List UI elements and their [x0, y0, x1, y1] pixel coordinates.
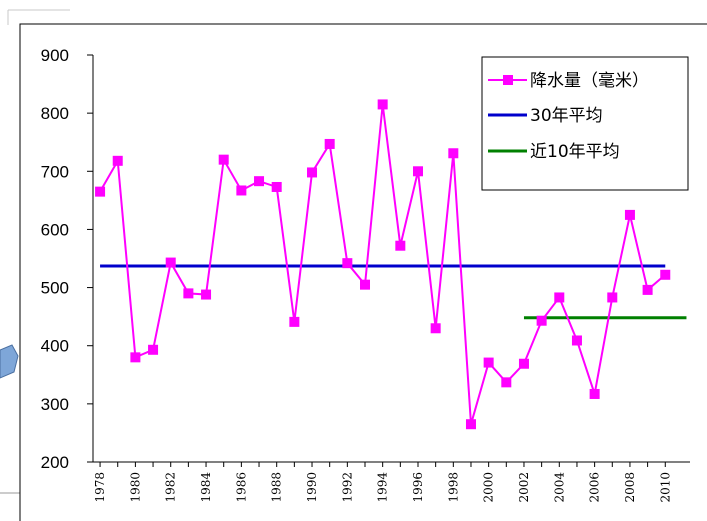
precipitation-point: [360, 279, 371, 290]
x-tick-label: 2004: [552, 472, 566, 503]
y-tick-label: 500: [41, 279, 69, 298]
precipitation-point: [165, 257, 176, 268]
legend: 降水量（毫米） 30年平均 近10年平均: [481, 56, 689, 191]
x-tick-label: 1984: [199, 472, 213, 503]
precipitation-point: [554, 292, 565, 303]
precipitation-point: [642, 284, 653, 295]
background-map-fragment: [0, 344, 19, 379]
precipitation-point: [483, 357, 494, 368]
x-tick-label: 2002: [517, 472, 531, 503]
x-tick-label: 1990: [305, 472, 319, 503]
x-tick-label: 1992: [340, 472, 354, 503]
x-tick-label: 1980: [128, 472, 142, 503]
legend-marker-precipitation: [503, 75, 513, 85]
precipitation-point: [395, 240, 406, 251]
precipitation-point: [571, 335, 582, 346]
x-tick-label: 1998: [446, 472, 460, 503]
precipitation-point: [289, 316, 300, 327]
x-tick-label: 1994: [376, 472, 390, 503]
precipitation-point: [271, 181, 282, 192]
x-tick-label: 1996: [411, 472, 425, 503]
y-tick-label: 900: [41, 46, 69, 65]
x-tick-label: 2006: [588, 472, 602, 503]
precipitation-point: [430, 323, 441, 334]
series-layer: [95, 99, 687, 430]
precipitation-point: [377, 99, 388, 110]
precipitation-point: [112, 155, 123, 166]
precipitation-point: [236, 185, 247, 196]
y-tick-label: 200: [41, 453, 69, 472]
x-tick-label: 2000: [482, 472, 496, 503]
y-tick-label: 600: [41, 220, 69, 239]
x-tick-label: 2008: [623, 472, 637, 503]
precipitation-point: [183, 288, 194, 299]
y-tick-label: 800: [41, 104, 69, 123]
precipitation-point: [607, 292, 618, 303]
precipitation-point: [95, 186, 106, 197]
precipitation-point: [589, 388, 600, 399]
precipitation-point: [465, 419, 476, 430]
x-tick-label: 1982: [164, 472, 178, 503]
precipitation-point: [448, 148, 459, 159]
precipitation-point: [324, 138, 335, 149]
y-ticks: 900 800 700 600 500 400 300 200: [41, 46, 93, 472]
precipitation-point: [501, 377, 512, 388]
y-tick-label: 400: [41, 337, 69, 356]
y-tick-label: 300: [41, 395, 69, 414]
x-ticks: 1978 1980 1982 1984 1986 1988 1990 1992 1994 1996…: [93, 462, 672, 503]
precipitation-point: [254, 176, 265, 187]
precipitation-point: [130, 352, 141, 363]
x-tick-label: 1988: [270, 472, 284, 503]
y-tick-label: 700: [41, 162, 69, 181]
x-tick-label: 2010: [658, 472, 672, 503]
precipitation-point: [536, 315, 547, 326]
precipitation-point: [218, 154, 229, 165]
legend-label-10yr-average: 近10年平均: [530, 142, 620, 162]
precipitation-point: [660, 269, 671, 280]
legend-label-precipitation: 降水量（毫米）: [530, 71, 649, 91]
precipitation-point: [412, 166, 423, 177]
precipitation-point: [518, 358, 529, 369]
precipitation-point: [342, 258, 353, 269]
precipitation-point: [307, 167, 318, 178]
precipitation-point: [148, 344, 159, 355]
precipitation-point: [201, 289, 212, 300]
x-tick-label: 1986: [234, 472, 248, 503]
precipitation-point: [624, 209, 635, 220]
legend-label-30yr-average: 30年平均: [530, 106, 603, 126]
x-tick-label: 1978: [93, 472, 107, 503]
